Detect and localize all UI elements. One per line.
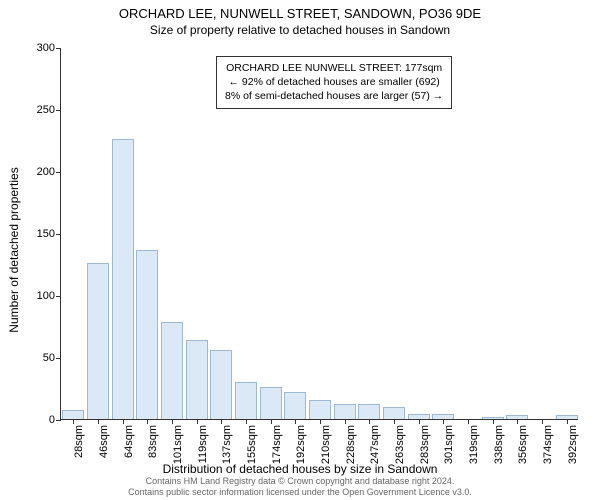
ytick-label: 150 <box>37 228 61 240</box>
xtick-label: 210sqm <box>320 425 332 464</box>
xtick-mark <box>419 419 420 424</box>
callout-line1: ORCHARD LEE NUNWELL STREET: 177sqm <box>225 61 443 75</box>
ytick-label: 300 <box>37 42 61 54</box>
histogram-bar <box>260 387 282 419</box>
xtick-mark <box>443 419 444 424</box>
ytick-label: 0 <box>49 414 61 426</box>
ytick-label: 200 <box>37 166 61 178</box>
xtick-mark <box>147 419 148 424</box>
xtick-mark <box>345 419 346 424</box>
xtick-mark <box>295 419 296 424</box>
xtick-label: 83sqm <box>147 425 159 458</box>
xtick-mark <box>172 419 173 424</box>
callout-line2: ← 92% of detached houses are smaller (69… <box>225 75 443 89</box>
histogram-bar <box>87 263 109 419</box>
xtick-mark <box>369 419 370 424</box>
xtick-label: 228sqm <box>345 425 357 464</box>
histogram-bar <box>62 410 84 419</box>
histogram-bar <box>383 407 405 419</box>
xtick-label: 338sqm <box>493 425 505 464</box>
xtick-mark <box>246 419 247 424</box>
xtick-mark <box>123 419 124 424</box>
footer: Contains HM Land Registry data © Crown c… <box>128 476 472 498</box>
chart-area: 05010015020025030028sqm46sqm64sqm83sqm10… <box>60 48 578 420</box>
xtick-label: 28sqm <box>73 425 85 458</box>
histogram-bar <box>358 404 380 419</box>
histogram-bar <box>136 250 158 419</box>
xtick-label: 283sqm <box>419 425 431 464</box>
xtick-label: 301sqm <box>443 425 455 464</box>
xtick-mark <box>394 419 395 424</box>
callout-line3: 8% of semi-detached houses are larger (5… <box>225 89 443 103</box>
histogram-bar <box>210 350 232 419</box>
histogram-bar <box>309 400 331 419</box>
footer-line1: Contains HM Land Registry data © Crown c… <box>128 476 472 487</box>
xtick-mark <box>221 419 222 424</box>
xtick-mark <box>517 419 518 424</box>
xtick-label: 119sqm <box>197 425 209 463</box>
chart-title: ORCHARD LEE, NUNWELL STREET, SANDOWN, PO… <box>0 6 600 23</box>
histogram-bar <box>186 340 208 419</box>
callout-box: ORCHARD LEE NUNWELL STREET: 177sqm ← 92%… <box>216 56 452 109</box>
xtick-mark <box>73 419 74 424</box>
footer-line2: Contains public sector information licen… <box>128 487 472 498</box>
ytick-label: 100 <box>37 290 61 302</box>
xtick-mark <box>98 419 99 424</box>
xtick-label: 263sqm <box>394 425 406 464</box>
xtick-label: 174sqm <box>271 425 283 464</box>
ytick-label: 250 <box>37 104 61 116</box>
xtick-mark <box>542 419 543 424</box>
histogram-bar <box>235 382 257 419</box>
xtick-label: 46sqm <box>98 425 110 458</box>
x-axis-label: Distribution of detached houses by size … <box>163 462 438 476</box>
chart-subtitle: Size of property relative to detached ho… <box>0 23 600 39</box>
ytick-label: 50 <box>43 352 61 364</box>
histogram-bar <box>284 392 306 419</box>
histogram-bar <box>112 139 134 419</box>
title-block: ORCHARD LEE, NUNWELL STREET, SANDOWN, PO… <box>0 0 600 38</box>
xtick-label: 192sqm <box>295 425 307 464</box>
xtick-mark <box>271 419 272 424</box>
xtick-mark <box>567 419 568 424</box>
xtick-label: 374sqm <box>542 425 554 464</box>
xtick-label: 137sqm <box>221 425 233 464</box>
xtick-label: 155sqm <box>246 425 258 464</box>
histogram-bar <box>334 404 356 419</box>
xtick-label: 101sqm <box>172 425 184 464</box>
y-axis-label: Number of detached properties <box>7 167 21 332</box>
xtick-label: 356sqm <box>517 425 529 464</box>
xtick-mark <box>468 419 469 424</box>
histogram-bar <box>161 322 183 419</box>
xtick-label: 319sqm <box>468 425 480 464</box>
xtick-label: 247sqm <box>369 425 381 464</box>
xtick-mark <box>493 419 494 424</box>
xtick-label: 392sqm <box>567 425 579 464</box>
xtick-label: 64sqm <box>123 425 135 458</box>
xtick-mark <box>320 419 321 424</box>
xtick-mark <box>197 419 198 424</box>
